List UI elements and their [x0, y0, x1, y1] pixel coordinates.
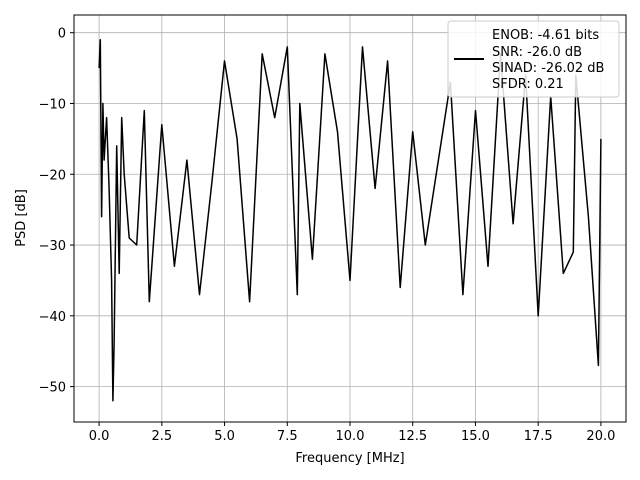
x-tick-label: 2.5 — [151, 429, 172, 444]
ticks: 0.0 2.5 5.0 7.5 10.0 12.5 15.0 17.5 20.0 0 −10 −20 −… — [39, 27, 616, 444]
psd-series-line — [98, 39, 602, 402]
y-axis-label: PSD [dB] — [14, 189, 29, 247]
y-tick-label: −50 — [39, 381, 66, 396]
legend-entry-sfdr: SFDR: 0.21 — [492, 77, 564, 92]
y-tick-label: −40 — [39, 310, 66, 325]
x-tick-label: 7.5 — [277, 429, 298, 444]
x-tick-label: 12.5 — [398, 429, 427, 444]
legend-entry-enob: ENOB: -4.61 bits — [492, 28, 599, 43]
y-tick-label: 0 — [58, 27, 66, 42]
x-tick-label: 17.5 — [524, 429, 553, 444]
series-layer — [98, 39, 602, 402]
y-tick-label: −30 — [39, 239, 66, 254]
x-tick-label: 10.0 — [336, 429, 365, 444]
legend-entry-snr: SNR: -26.0 dB — [492, 45, 582, 60]
x-axis-label: Frequency [MHz] — [295, 451, 404, 466]
x-tick-label: 20.0 — [586, 429, 615, 444]
legend: ENOB: -4.61 bits SNR: -26.0 dB SINAD: -2… — [447, 20, 620, 98]
legend-box — [447, 20, 620, 98]
x-tick-label: 0.0 — [89, 429, 110, 444]
y-tick-label: −20 — [39, 168, 66, 183]
y-tick-label: −10 — [39, 97, 66, 112]
legend-entry-sinad: SINAD: -26.02 dB — [492, 61, 604, 76]
x-tick-label: 5.0 — [214, 429, 235, 444]
x-tick-label: 15.0 — [461, 429, 490, 444]
